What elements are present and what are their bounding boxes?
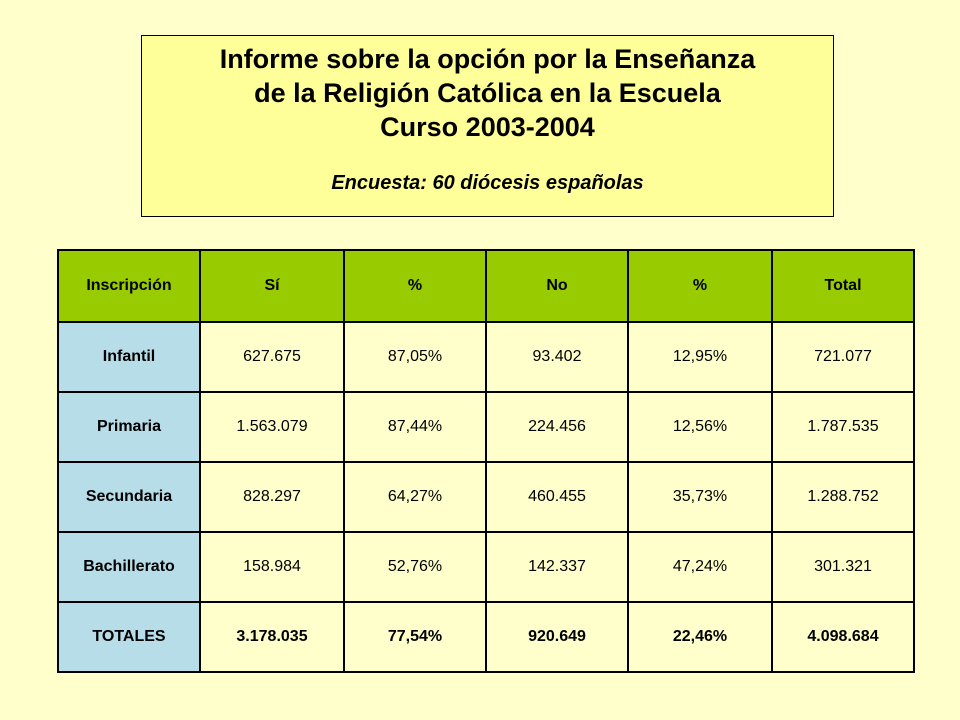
cell-total: 1.787.535 [771,391,915,463]
cell-no: 224.456 [485,391,629,463]
cell-no-percent: 47,24% [627,531,773,603]
cell-total: 301.321 [771,531,915,603]
enrollment-table: Inscripción Sí % No % Total Infantil 627… [57,249,915,673]
row-label: Primaria [57,391,201,463]
row-label: Infantil [57,321,201,393]
total-si: 3.178.035 [199,601,345,673]
cell-no-percent: 12,95% [627,321,773,393]
cell-no-percent: 12,56% [627,391,773,463]
table-row: Secundaria 828.297 64,27% 460.455 35,73%… [57,461,915,533]
cell-si: 627.675 [199,321,345,393]
table-header-row: Inscripción Sí % No % Total [57,249,915,323]
table-row: Infantil 627.675 87,05% 93.402 12,95% 72… [57,321,915,393]
cell-no: 93.402 [485,321,629,393]
cell-total: 1.288.752 [771,461,915,533]
column-header-inscripcion: Inscripción [57,249,201,323]
column-header-si-percent: % [343,249,487,323]
totals-row: TOTALES 3.178.035 77,54% 920.649 22,46% … [57,601,915,673]
totals-label: TOTALES [57,601,201,673]
grand-total: 4.098.684 [771,601,915,673]
row-label: Bachillerato [57,531,201,603]
title-line-1: Informe sobre la opción por la Enseñanza [219,44,756,74]
column-header-si: Sí [199,249,345,323]
cell-total: 721.077 [771,321,915,393]
cell-no: 142.337 [485,531,629,603]
cell-si-percent: 64,27% [343,461,487,533]
cell-no-percent: 35,73% [627,461,773,533]
total-no-percent: 22,46% [627,601,773,673]
survey-subtitle: Encuesta: 60 diócesis españolas [331,172,644,194]
cell-no: 460.455 [485,461,629,533]
column-header-no: No [485,249,629,323]
cell-si-percent: 87,05% [343,321,487,393]
total-si-percent: 77,54% [343,601,487,673]
cell-si: 828.297 [199,461,345,533]
cell-si-percent: 52,76% [343,531,487,603]
table-row: Primaria 1.563.079 87,44% 224.456 12,56%… [57,391,915,463]
column-header-total: Total [771,249,915,323]
report-title-box: Informe sobre la opción por la Enseñanza… [141,35,834,217]
cell-si: 1.563.079 [199,391,345,463]
title-line-3: Curso 2003-2004 [380,112,595,142]
row-label: Secundaria [57,461,201,533]
table-row: Bachillerato 158.984 52,76% 142.337 47,2… [57,531,915,603]
cell-si: 158.984 [199,531,345,603]
cell-si-percent: 87,44% [343,391,487,463]
title-line-2: de la Religión Católica en la Escuela [254,78,721,108]
column-header-no-percent: % [627,249,773,323]
total-no: 920.649 [485,601,629,673]
